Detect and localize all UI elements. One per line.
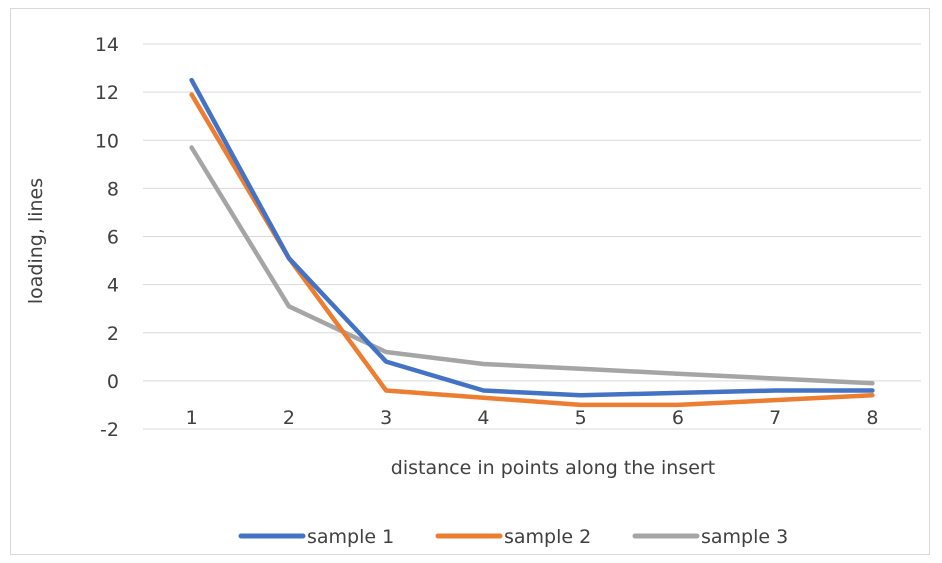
x-tick-label: 6 (672, 407, 684, 429)
y-tick-labels: -2 0 2 4 6 8 10 12 14 (95, 34, 119, 441)
x-tick-label: 4 (477, 407, 489, 429)
series-line (189, 92, 875, 408)
x-tick-label: 1 (186, 407, 198, 429)
gridlines (143, 43, 921, 430)
legend-label: sample 2 (504, 526, 591, 548)
x-tick-label: 8 (866, 407, 878, 429)
series-line (189, 77, 875, 398)
series-line (189, 145, 875, 386)
x-axis-title: distance in points along the insert (391, 457, 715, 479)
y-tick-label: 10 (95, 130, 119, 152)
x-tick-labels: 1 2 3 4 5 6 7 8 (186, 407, 879, 429)
y-tick-label: 12 (95, 82, 119, 104)
y-tick-label: 14 (95, 34, 119, 56)
x-tick-label: 3 (380, 407, 392, 429)
y-tick-label: 0 (107, 371, 119, 393)
y-axis-title: loading, lines (25, 178, 47, 304)
legend-label: sample 3 (701, 526, 788, 548)
legend-label: sample 1 (307, 526, 394, 548)
legend: sample 1 sample 2 sample 3 (238, 526, 788, 548)
y-tick-label: 6 (107, 227, 119, 249)
x-tick-label: 2 (283, 407, 295, 429)
y-tick-label: 2 (107, 323, 119, 345)
x-tick-label: 5 (575, 407, 587, 429)
series-lines (189, 77, 875, 408)
y-tick-label: -2 (100, 419, 119, 441)
x-tick-label: 7 (769, 407, 781, 429)
y-tick-label: 8 (107, 178, 119, 200)
y-tick-label: 4 (107, 275, 119, 297)
